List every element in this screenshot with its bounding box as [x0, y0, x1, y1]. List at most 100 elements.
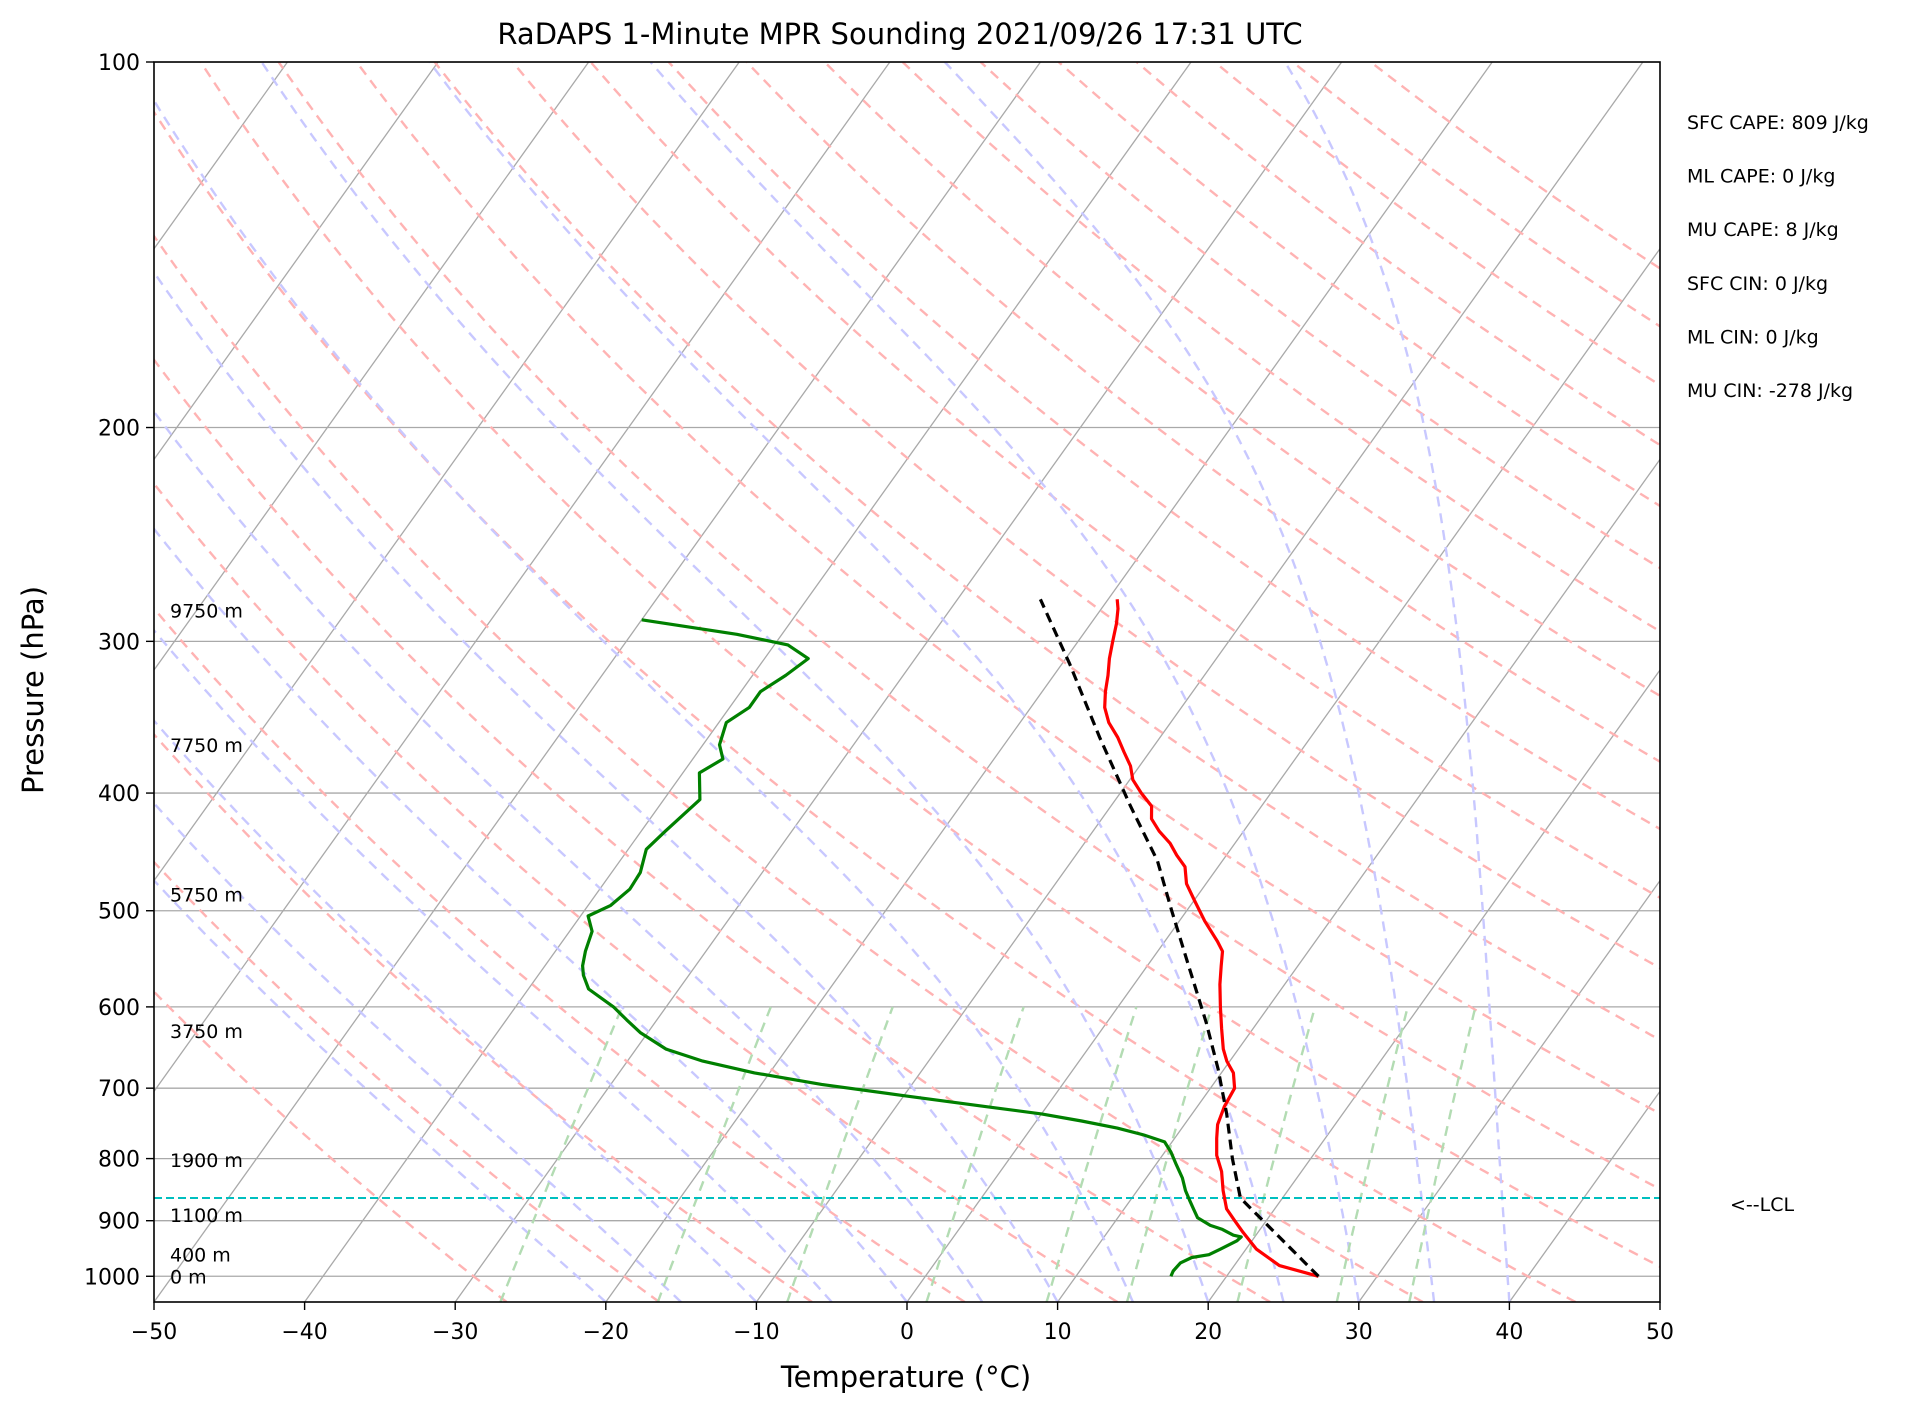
stat-annotation: MU CIN: -278 J/kg — [1687, 380, 1853, 402]
axes: −50 −40 −30 −20 −10 0 10 20 30 40 50 100 200 300 400 50… — [84, 51, 1794, 1345]
dry-adiabat-line — [1135, 62, 1660, 447]
data-series — [154, 598, 1660, 1278]
isotherm-line — [1508, 1090, 1660, 1302]
mixing-ratio-line — [1236, 1006, 1317, 1302]
dry-adiabat-line — [1213, 62, 1660, 387]
x-tick-label: 20 — [1194, 1320, 1222, 1345]
dry-adiabat-line — [154, 109, 1577, 1302]
dry-adiabat-line — [901, 62, 1660, 633]
x-axis-label: Temperature (°C) — [780, 1360, 1031, 1394]
dry-adiabat-line — [154, 860, 660, 1302]
height-label: 3750 m — [170, 1021, 243, 1043]
y-tick-label: 600 — [98, 996, 140, 1021]
stat-annotation: ML CAPE: 0 J/kg — [1687, 166, 1835, 188]
mixing-ratio-line — [656, 1006, 772, 1302]
y-tick-label: 200 — [98, 417, 140, 442]
moist-adiabat-line — [154, 270, 1059, 1302]
y-tick-label: 400 — [98, 782, 140, 807]
chart-title: RaDAPS 1-Minute MPR Sounding 2021/09/26 … — [497, 17, 1302, 51]
dry-adiabat-line — [154, 357, 1271, 1302]
mixing-ratio-line — [1125, 1006, 1213, 1302]
stats-annotations: SFC CAPE: 809 J/kg ML CAPE: 0 J/kg MU CAPE… — [1687, 112, 1869, 402]
dry-adiabat-line — [154, 990, 508, 1302]
isotherm-line — [1811, 62, 1911, 1302]
isotherm-line — [154, 62, 891, 1093]
isotherm-line — [906, 247, 1660, 1302]
x-tick-label: 40 — [1495, 1320, 1523, 1345]
dry-adiabat-line — [433, 62, 1660, 1042]
x-tick-label: −50 — [131, 1320, 177, 1345]
stat-annotation: SFC CIN: 0 J/kg — [1687, 273, 1828, 295]
x-tick-label: −40 — [281, 1320, 327, 1345]
y-tick-label: 700 — [98, 1077, 140, 1102]
dry-adiabat-line — [277, 62, 1660, 1191]
dry-adiabat-line — [154, 233, 1424, 1302]
dry-adiabat-line — [199, 62, 1660, 1269]
mixing-ratio-line — [786, 1006, 894, 1302]
moist-adiabat-line — [1283, 62, 1511, 1302]
isotherm-line — [154, 62, 590, 672]
dry-adiabat-line — [1291, 62, 1660, 328]
moist-adiabat-line — [154, 718, 758, 1302]
x-tick-label: −10 — [733, 1320, 779, 1345]
stat-annotation: MU CAPE: 8 J/kg — [1687, 219, 1839, 241]
mixing-ratio-line — [925, 1006, 1025, 1302]
moist-adiabat-line — [943, 62, 1436, 1302]
dry-adiabat-line — [154, 606, 966, 1302]
lcl-label: <--LCL — [1730, 1194, 1794, 1216]
isotherm-line — [154, 62, 439, 461]
mixing-ratio-line — [499, 1006, 624, 1302]
isotherm-line — [154, 62, 740, 882]
moist-adiabat-line — [154, 801, 682, 1302]
dry-adiabat-line — [154, 732, 813, 1302]
isotherm-line — [1358, 879, 1660, 1302]
moist-adiabat-line — [154, 98, 1134, 1302]
background-lines — [154, 62, 1911, 1302]
isotherm-line — [605, 62, 1493, 1302]
isotherm-line — [454, 62, 1343, 1302]
height-label: 0 m — [170, 1266, 207, 1288]
y-tick-label: 1000 — [84, 1265, 140, 1290]
moist-adiabat-line — [260, 62, 1210, 1302]
height-label: 400 m — [170, 1245, 231, 1267]
height-label: 5750 m — [170, 885, 243, 907]
x-tick-label: 10 — [1044, 1320, 1072, 1345]
moist-adiabat-line — [154, 628, 833, 1302]
dewpoint-line — [581, 618, 1243, 1277]
isotherm-line — [1659, 1300, 1660, 1302]
height-label: 7750 m — [170, 735, 243, 757]
dry-adiabat-line — [1369, 62, 1660, 270]
x-tick-label: 0 — [900, 1320, 914, 1345]
stat-annotation: ML CIN: 0 J/kg — [1687, 326, 1819, 348]
y-tick-label: 500 — [98, 900, 140, 925]
mixing-ratio-line — [1335, 1006, 1409, 1302]
y-axis-label: Pressure (hPa) — [16, 586, 50, 794]
dry-adiabat-line — [511, 62, 1660, 970]
mixing-ratio-line — [1045, 1006, 1138, 1302]
isotherm-line — [1207, 668, 1660, 1302]
dry-adiabat-line — [667, 62, 1660, 831]
moist-adiabat-line — [428, 62, 1285, 1302]
moist-adiabat-line — [154, 526, 908, 1302]
moist-adiabat-line — [154, 409, 984, 1302]
x-tick-label: 50 — [1646, 1320, 1674, 1345]
parcel-line — [1038, 598, 1320, 1278]
isotherm-line — [154, 62, 1041, 1302]
x-tick-label: 30 — [1345, 1320, 1373, 1345]
dry-adiabat-line — [355, 62, 1660, 1115]
dry-adiabat-line — [154, 481, 1119, 1302]
moist-adiabat-line — [154, 878, 607, 1302]
temperature-line — [1103, 599, 1319, 1278]
dry-adiabat-line — [1057, 62, 1660, 508]
isotherm-line — [1057, 458, 1660, 1302]
height-label: 1900 m — [170, 1150, 243, 1172]
dry-adiabat-line — [745, 62, 1660, 764]
x-tick-label: −20 — [583, 1320, 629, 1345]
y-tick-label: 300 — [98, 630, 140, 655]
height-label: 9750 m — [170, 601, 243, 623]
dry-adiabat-line — [979, 62, 1660, 570]
moist-adiabat-line — [649, 62, 1360, 1302]
stat-annotation: SFC CAPE: 809 J/kg — [1687, 112, 1869, 134]
y-tick-label: 900 — [98, 1210, 140, 1235]
